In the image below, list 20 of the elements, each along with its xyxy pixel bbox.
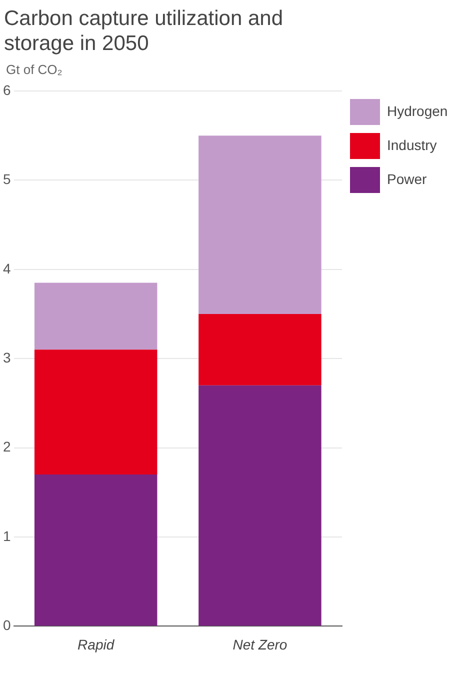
x-tick-label: Net Zero [232, 636, 288, 652]
chart-title: Carbon capture utilization and storage in 2050 [4, 6, 284, 56]
y-tick-label: 6 [2, 82, 11, 98]
y-tick-label: 4 [2, 260, 11, 276]
y-tick-label: 0 [2, 617, 11, 634]
bar [34, 474, 158, 626]
y-tick-label: 3 [2, 349, 11, 366]
y-tick-label: 1 [2, 528, 11, 544]
legend-label: Hydrogen [387, 102, 448, 119]
bar [198, 136, 322, 314]
bar [198, 314, 322, 386]
y-tick-label: 5 [2, 171, 11, 188]
bar [34, 282, 158, 350]
legend-label: Industry [387, 136, 437, 153]
y-tick-label: 2 [2, 438, 11, 455]
bar [198, 385, 322, 626]
x-tick-label: Rapid [78, 636, 116, 652]
chart-subtitle: Gt of CO₂ [6, 62, 64, 77]
bar [34, 350, 158, 475]
legend-label: Power [387, 170, 428, 187]
